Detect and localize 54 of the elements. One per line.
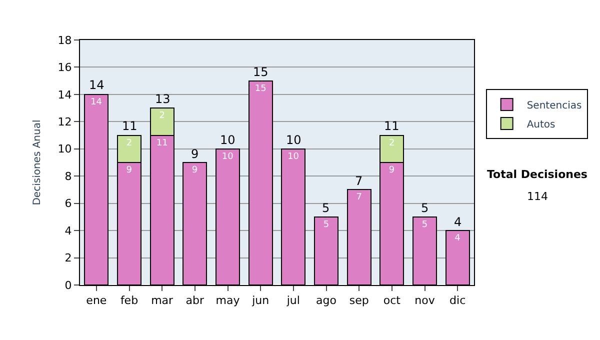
- data-label: 10: [288, 152, 300, 162]
- x-tick-label: feb: [120, 294, 138, 308]
- x-tick-label: ago: [316, 294, 337, 308]
- data-label: 5: [422, 220, 428, 230]
- legend-label: Autos: [526, 119, 556, 130]
- data-label: 2: [389, 138, 395, 148]
- data-label: 5: [323, 220, 330, 230]
- y-tick-label: 12: [58, 116, 72, 129]
- x-tick-label: dic: [450, 294, 466, 308]
- x-tick-label: jul: [286, 294, 300, 308]
- x-tick-label: ene: [86, 294, 107, 308]
- y-tick-label: 18: [58, 34, 72, 47]
- total-label: 5: [322, 201, 330, 215]
- y-tick-label: 16: [58, 61, 72, 74]
- data-label: 14: [90, 97, 102, 108]
- x-tick-label: abr: [186, 294, 205, 308]
- total-label: 4: [454, 215, 462, 229]
- data-label: 9: [126, 166, 132, 176]
- data-label: 9: [388, 166, 395, 176]
- total-label: 9: [191, 147, 199, 161]
- x-tick-label: mar: [151, 294, 174, 308]
- x-tick-label: oct: [383, 294, 402, 308]
- y-tick-label: 10: [58, 142, 72, 156]
- x-tick-label: sep: [349, 294, 369, 308]
- data-label: 7: [356, 192, 362, 203]
- total-label: 7: [355, 174, 363, 188]
- data-label: 9: [192, 166, 198, 176]
- y-tick-label: 2: [64, 252, 72, 265]
- data-label: 10: [222, 152, 234, 162]
- total-label: 10: [286, 133, 302, 147]
- x-tick-label: may: [216, 294, 240, 308]
- y-tick-label: 4: [64, 224, 72, 238]
- y-tick-label: 8: [64, 170, 72, 183]
- total-label: 11: [384, 119, 400, 133]
- data-label: 2: [159, 111, 165, 122]
- data-label: 11: [156, 138, 168, 148]
- text: 114: [527, 190, 548, 203]
- total-label: 13: [155, 92, 170, 106]
- total-label: 11: [122, 119, 138, 133]
- legend-label: Sentencias: [526, 100, 582, 112]
- total-label: 14: [89, 78, 104, 92]
- total-label: 10: [220, 133, 236, 147]
- y-tick-label: 0: [64, 278, 72, 292]
- text: Total Decisiones: [487, 168, 588, 181]
- y-axis-title: Decisiones Anual: [32, 120, 43, 206]
- data-label: 4: [454, 234, 461, 244]
- y-tick-label: 6: [64, 197, 72, 210]
- x-tick-label: jun: [251, 294, 270, 308]
- data-label: 2: [126, 138, 132, 148]
- total-label: 5: [421, 201, 429, 215]
- y-tick-label: 14: [58, 88, 72, 102]
- data-label: 15: [254, 84, 266, 94]
- total-label: 15: [253, 65, 268, 79]
- x-tick-label: nov: [414, 294, 436, 308]
